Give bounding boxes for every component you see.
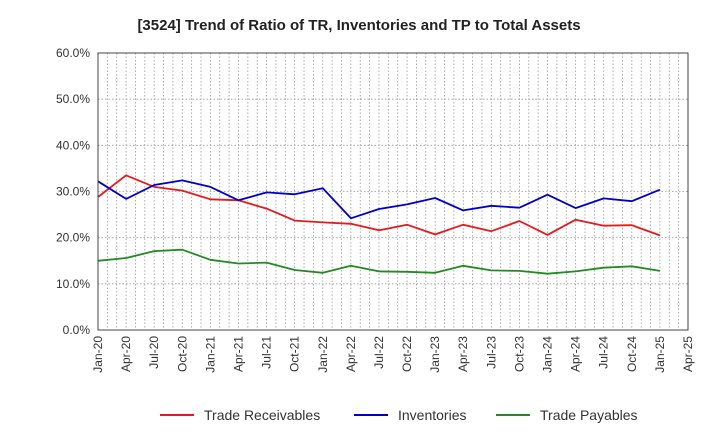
- series-line-inventories: [97, 179, 661, 220]
- x-tick-label: Jan-24: [541, 336, 555, 373]
- x-tick-label: Oct-22: [400, 336, 414, 372]
- x-tick-label: Apr-25: [681, 336, 695, 372]
- x-tick-label: Jul-20: [147, 336, 161, 369]
- x-tick-label: Apr-22: [344, 336, 358, 372]
- x-tick-label: Oct-20: [175, 336, 189, 372]
- y-tick-label: 40.0%: [56, 138, 90, 152]
- legend-label: Trade Receivables: [204, 407, 320, 423]
- x-axis-ticks: Jan-20 Apr-20 Jul-20 Oct-20 Jan-21 Apr-21 Jul-…: [91, 336, 695, 373]
- x-tick-label: Jul-21: [260, 336, 274, 369]
- series-lines: [97, 174, 661, 275]
- legend-label: Trade Payables: [540, 407, 638, 423]
- x-tick-label: Apr-24: [569, 336, 583, 372]
- series-line-trade-payables: [97, 248, 661, 275]
- y-tick-label: 50.0%: [56, 92, 90, 106]
- legend: Trade Receivables Inventories Trade Payabl…: [160, 407, 638, 423]
- legend-label: Inventories: [398, 407, 466, 423]
- x-tick-label: Oct-21: [288, 336, 302, 372]
- x-tick-label: Jul-22: [372, 336, 386, 369]
- x-tick-label: Oct-23: [512, 336, 526, 372]
- x-tick-label: Apr-23: [456, 336, 470, 372]
- x-tick-label: Oct-24: [625, 336, 639, 372]
- x-tick-label: Jan-25: [653, 336, 667, 373]
- y-tick-label: 60.0%: [56, 46, 90, 60]
- x-tick-label: Apr-20: [119, 336, 133, 372]
- y-tick-label: 10.0%: [56, 277, 90, 291]
- x-tick-label: Jul-24: [597, 336, 611, 369]
- x-tick-label: Apr-21: [231, 336, 245, 372]
- chart-title: [3524] Trend of Ratio of TR, Inventories…: [137, 17, 580, 34]
- y-tick-label: 20.0%: [56, 231, 90, 245]
- grid: [97, 52, 689, 331]
- y-tick-label: 0.0%: [63, 323, 91, 337]
- x-tick-label: Jan-22: [316, 336, 330, 373]
- series-line-trade-receivables: [97, 174, 661, 237]
- x-tick-label: Jan-21: [203, 336, 217, 373]
- x-tick-label: Jul-23: [484, 336, 498, 369]
- x-tick-label: Jan-23: [428, 336, 442, 373]
- plot-frame: [97, 52, 689, 331]
- y-tick-label: 30.0%: [56, 185, 90, 199]
- x-tick-label: Jan-20: [91, 336, 105, 373]
- y-axis-ticks: 0.0% 10.0% 20.0% 30.0% 40.0% 50.0% 60.0%: [56, 46, 90, 337]
